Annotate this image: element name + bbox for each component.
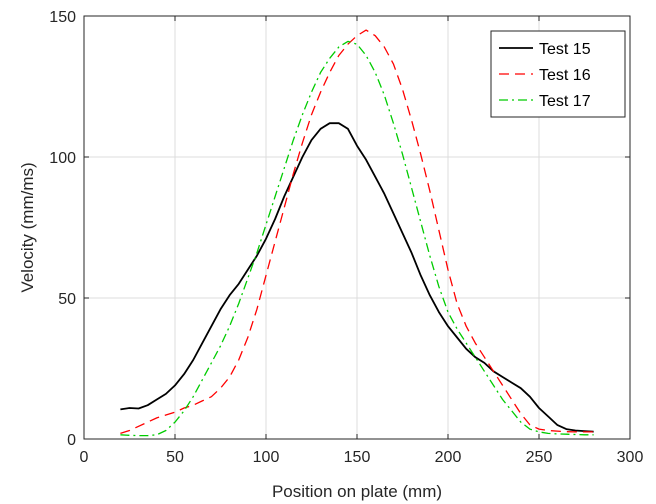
series-line-3 (120, 40, 594, 437)
legend-box (490, 30, 626, 118)
x-tick-label: 300 (617, 449, 644, 466)
x-axis-label: Position on plate (mm) (272, 482, 442, 501)
y-axis-label: Velocity (mm/ms) (18, 162, 37, 292)
x-tick-label: 100 (253, 449, 280, 466)
series-line-2 (120, 29, 594, 435)
y-tick-label: 0 (67, 432, 76, 449)
legend: Test 15 Test 16 Test 17 (490, 30, 626, 118)
x-tick-label: 250 (526, 449, 553, 466)
y-tick-label: 150 (49, 9, 76, 26)
y-tick-label: 50 (58, 291, 76, 308)
series-line-1 (120, 122, 594, 433)
legend-label: Test 15 (539, 41, 591, 58)
legend-label: Test 16 (539, 67, 591, 84)
x-tick-label: 200 (435, 449, 462, 466)
y-tick-label: 100 (49, 150, 76, 167)
x-tick-label: 50 (166, 449, 184, 466)
legend-label: Test 17 (539, 93, 591, 110)
x-tick-label: 0 (80, 449, 89, 466)
series-layer (120, 29, 594, 437)
x-tick-label: 150 (344, 449, 371, 466)
axis-ticks: 0 50 100 150 200 250 300 0 50 100 150 (49, 9, 643, 466)
